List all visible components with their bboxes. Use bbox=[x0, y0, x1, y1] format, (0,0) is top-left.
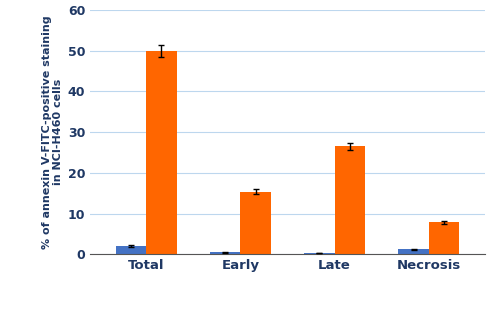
Bar bbox=[304, 253, 334, 254]
Y-axis label: % of annexin V-FITC-positive staining
in NCI-H460 cells: % of annexin V-FITC-positive staining in… bbox=[42, 15, 64, 249]
Bar bbox=[116, 246, 146, 254]
Bar bbox=[398, 249, 428, 254]
Bar bbox=[334, 146, 364, 254]
Bar bbox=[146, 52, 176, 254]
Bar bbox=[210, 252, 240, 254]
Bar bbox=[428, 223, 458, 254]
Bar bbox=[240, 192, 270, 254]
Legend: Control, 13c: Control, 13c bbox=[214, 325, 360, 326]
